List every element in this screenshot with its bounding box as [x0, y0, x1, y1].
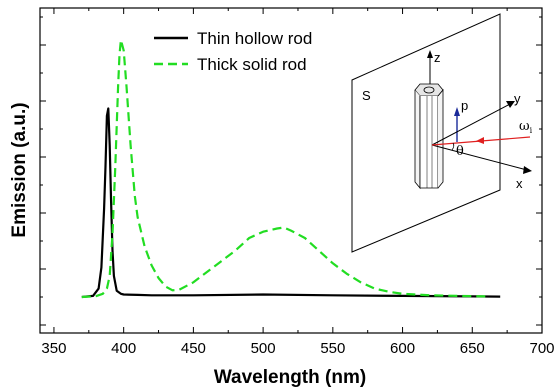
x-tick-label: 650 — [460, 340, 485, 357]
inset-theta-label: θ — [456, 144, 464, 159]
inset-x-label: x — [516, 176, 523, 191]
inset-theta-arc — [451, 142, 455, 151]
inset-plane-label: S — [362, 88, 371, 103]
inset-schematic: S z p y x ωi θ — [351, 13, 533, 253]
legend-label-thick-solid-rod: Thick solid rod — [197, 55, 307, 74]
inset-rod — [414, 83, 444, 190]
x-tick-label: 600 — [390, 340, 415, 357]
inset-plane-s — [351, 13, 501, 253]
x-tick-label: 350 — [41, 340, 66, 357]
inset-z-label: z — [434, 50, 441, 65]
y-axis-title: Emission (a.u.) — [9, 102, 30, 237]
series-line-thick-solid-rod — [81, 38, 487, 299]
y-axis-ticks — [40, 16, 542, 326]
series-line-thin-hollow-rod — [81, 107, 501, 299]
x-tick-label: 700 — [529, 340, 554, 357]
series-lines — [81, 38, 501, 299]
x-tick-label: 400 — [111, 340, 136, 357]
inset-y-axis — [431, 103, 511, 146]
inset-omega-label: ωi — [519, 119, 533, 135]
inset-y-label: y — [514, 91, 521, 106]
x-tick-label: 500 — [251, 340, 276, 357]
x-tick-label: 450 — [181, 340, 206, 357]
inset-beam-arrow — [476, 137, 484, 144]
inset-x-axis — [431, 144, 528, 171]
plot-frame — [39, 7, 543, 334]
x-tick-label: 550 — [320, 340, 345, 357]
legend: Thin hollow rod Thick solid rod — [154, 29, 312, 74]
x-axis-title: Wavelength (nm) — [214, 367, 366, 388]
legend-label-thin-hollow-rod: Thin hollow rod — [197, 29, 312, 48]
inset-p-label: p — [461, 98, 468, 113]
x-axis-ticks: 350 400 450 500 550 600 650 700 — [41, 8, 555, 357]
